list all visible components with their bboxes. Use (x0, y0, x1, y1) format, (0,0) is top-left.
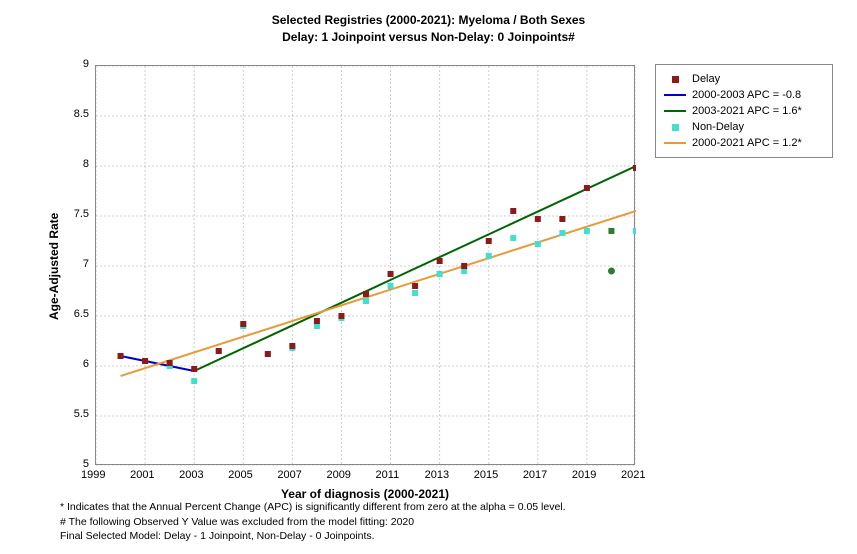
y-tick-label: 6 (83, 358, 89, 370)
legend-swatch (664, 73, 686, 85)
legend-label: Non-Delay (692, 121, 744, 133)
x-tick-label: 2005 (228, 469, 252, 481)
x-tick-label: 2003 (179, 469, 203, 481)
x-tick-label: 2007 (277, 469, 301, 481)
legend: Delay 2000-2003 APC = -0.8 2003-2021 APC =… (655, 64, 833, 158)
y-tick-label: 8.5 (74, 108, 89, 120)
legend-swatch (664, 105, 686, 117)
y-tick-label: 5 (83, 458, 89, 470)
y-axis-label: Age-Adjusted Rate (47, 213, 61, 320)
y-tick-label: 8 (83, 158, 89, 170)
x-axis-label: Year of diagnosis (2000-2021) (95, 487, 635, 501)
chart-title: Selected Registries (2000-2021): Myeloma… (0, 0, 857, 46)
legend-label: 2003-2021 APC = 1.6* (692, 105, 802, 117)
y-tick-label: 9 (83, 58, 89, 70)
legend-swatch (664, 121, 686, 133)
x-tick-label: 2011 (376, 469, 400, 481)
legend-swatch (664, 137, 686, 149)
footnote-2: # The following Observed Y Value was exc… (60, 515, 566, 530)
y-tick-label: 5.5 (74, 408, 89, 420)
x-tick-label: 2015 (474, 469, 498, 481)
legend-label: 2000-2003 APC = -0.8 (692, 89, 801, 101)
legend-swatch (664, 89, 686, 101)
title-line1: Selected Registries (2000-2021): Myeloma… (0, 12, 857, 29)
legend-item: Non-Delay (664, 119, 824, 135)
x-tick-label: 1999 (81, 469, 105, 481)
x-tick-label: 2013 (425, 469, 449, 481)
footnote-3: Final Selected Model: Delay - 1 Joinpoin… (60, 529, 566, 544)
y-tick-label: 6.5 (74, 308, 89, 320)
x-tick-label: 2009 (326, 469, 350, 481)
legend-item: 2000-2003 APC = -0.8 (664, 87, 824, 103)
legend-label: 2000-2021 APC = 1.2* (692, 137, 802, 149)
chart-svg (96, 66, 636, 466)
x-tick-label: 2021 (621, 469, 645, 481)
legend-label: Delay (692, 73, 720, 85)
x-tick-label: 2017 (523, 469, 547, 481)
footnote-1: * Indicates that the Annual Percent Chan… (60, 500, 566, 515)
title-line2: Delay: 1 Joinpoint versus Non-Delay: 0 J… (0, 29, 857, 46)
legend-item: 2003-2021 APC = 1.6* (664, 103, 824, 119)
x-tick-label: 2001 (130, 469, 154, 481)
legend-item: Delay (664, 71, 824, 87)
y-tick-label: 7.5 (74, 208, 89, 220)
legend-item: 2000-2021 APC = 1.2* (664, 135, 824, 151)
x-tick-label: 2019 (572, 469, 596, 481)
y-tick-label: 7 (83, 258, 89, 270)
footnotes: * Indicates that the Annual Percent Chan… (60, 500, 566, 544)
chart-plot-area (95, 65, 635, 465)
